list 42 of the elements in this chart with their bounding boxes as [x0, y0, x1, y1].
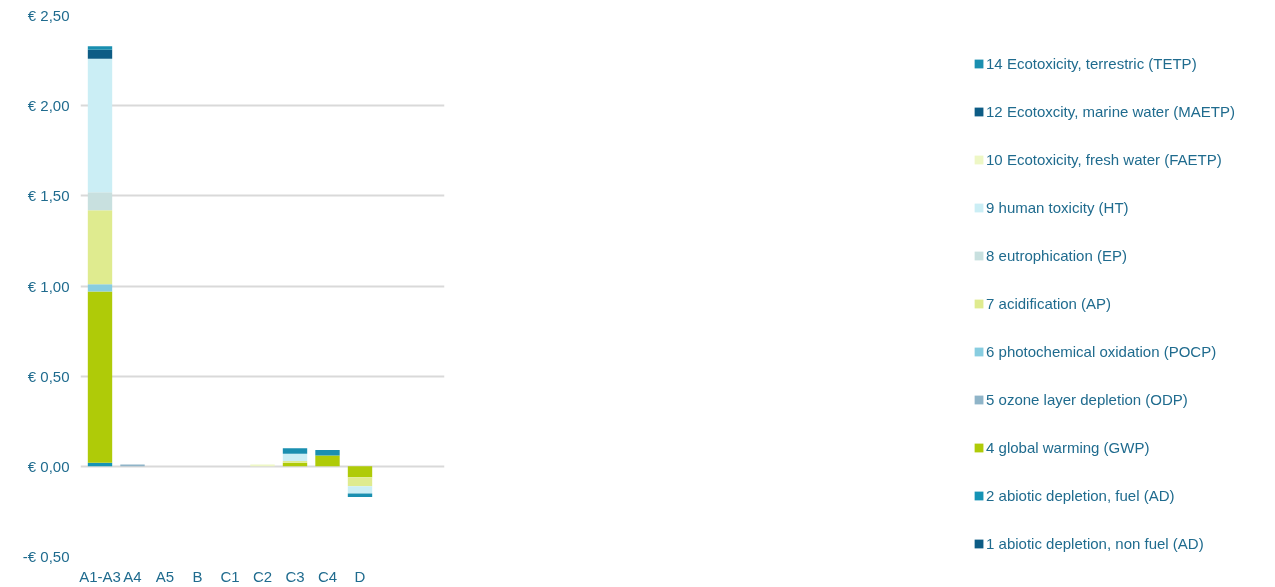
x-tick-label: D	[354, 567, 366, 585]
y-tick-label: € 1,50	[27, 187, 70, 205]
x-tick-label: B	[192, 567, 203, 585]
y-tick-label: -€ 0,50	[22, 548, 70, 565]
legend-label: 10 Ecotoxicity, fresh water (FAETP)	[986, 151, 1222, 168]
legend-label: 6 photochemical oxidation (POCP)	[986, 343, 1217, 360]
bar	[315, 455, 340, 467]
bar	[87, 291, 113, 463]
bar	[282, 453, 308, 461]
x-tick-label: A5	[155, 567, 175, 585]
bar	[87, 210, 113, 285]
legend-label: 8 eutrophication (EP)	[986, 247, 1127, 264]
bar	[87, 58, 113, 193]
y-tick-label: € 1,00	[27, 277, 70, 295]
y-tick-label: € 0,50	[27, 367, 70, 385]
bar	[87, 46, 113, 50]
x-tick-label: C2	[252, 567, 273, 585]
x-tick-label: C4	[317, 567, 338, 585]
legend-label: 14 Ecotoxicity, terrestric (TETP)	[986, 55, 1197, 72]
bar	[315, 450, 340, 456]
bar	[87, 284, 113, 292]
y-tick-label: € 0,00	[27, 457, 70, 475]
legend-label: 2 abiotic depletion, fuel (AD)	[986, 487, 1175, 504]
bar	[347, 486, 373, 494]
legend-label: 5 ozone layer depletion (ODP)	[986, 391, 1188, 408]
bar	[282, 448, 308, 454]
bar	[347, 493, 373, 497]
y-tick-label: € 2,50	[27, 7, 70, 24]
legend-label: 7 acidification (AP)	[986, 295, 1112, 312]
bar	[347, 466, 373, 478]
legend-label: 4 global warming (GWP)	[986, 439, 1150, 456]
bar	[87, 49, 113, 59]
x-tick-label: A1-A3	[79, 567, 121, 585]
x-tick-label: A4	[123, 567, 142, 585]
legend-label: 9 human toxicity (HT)	[986, 199, 1129, 216]
legend-label: 12 Ecotoxcity, marine water (MAETP)	[986, 103, 1235, 120]
x-tick-label: C1	[220, 567, 240, 585]
y-tick-label: € 2,00	[27, 97, 70, 115]
bar	[347, 477, 373, 487]
bar	[87, 192, 113, 211]
legend-label: 1 abiotic depletion, non fuel (AD)	[986, 535, 1204, 552]
x-tick-label: C3	[285, 567, 305, 585]
